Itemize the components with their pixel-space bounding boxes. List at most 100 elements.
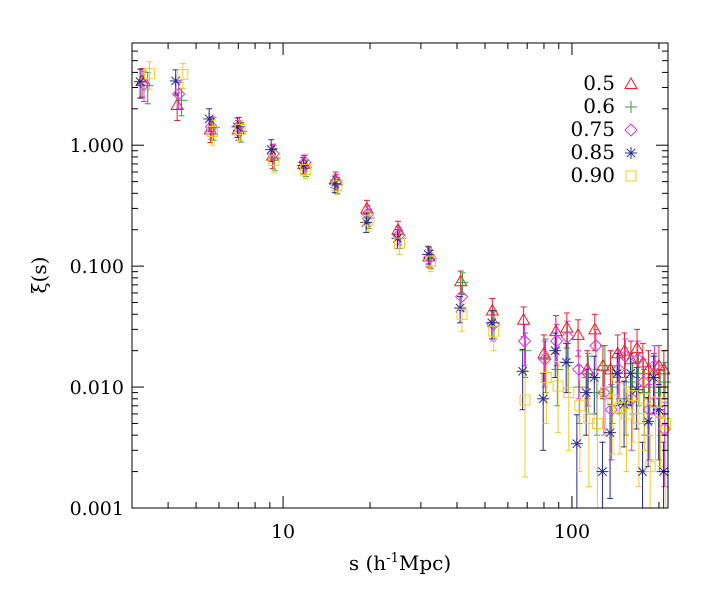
data-point bbox=[560, 330, 575, 344]
data-point bbox=[425, 255, 437, 267]
x-axis-label: s (h-1Mpc) bbox=[349, 551, 451, 575]
data-point bbox=[638, 386, 651, 399]
data-point bbox=[297, 159, 310, 172]
data-point bbox=[581, 366, 595, 380]
data-point bbox=[232, 118, 246, 133]
y-tick-label: 0.010 bbox=[70, 377, 124, 399]
data-point bbox=[362, 214, 374, 226]
data-point bbox=[234, 123, 246, 135]
y-tick-label: 0.100 bbox=[70, 256, 124, 278]
data-point bbox=[268, 154, 280, 166]
data-point bbox=[538, 352, 552, 366]
data-point bbox=[539, 353, 552, 366]
data-point bbox=[643, 381, 656, 394]
data-point bbox=[394, 237, 406, 249]
tick-labels: 10 100 0.001 0.010 0.100 1.000 bbox=[70, 135, 590, 543]
data-point bbox=[519, 394, 531, 406]
data-point bbox=[596, 465, 609, 478]
data-point bbox=[618, 349, 633, 363]
data-point bbox=[624, 367, 637, 380]
data-point bbox=[659, 417, 671, 429]
data-point bbox=[144, 68, 156, 80]
x-tick-label: 100 bbox=[554, 521, 590, 543]
plot-frame bbox=[131, 42, 669, 509]
error-bar bbox=[555, 361, 562, 434]
data-point bbox=[588, 371, 601, 384]
data-point bbox=[537, 392, 550, 405]
data-point bbox=[656, 362, 671, 375]
data-point bbox=[549, 334, 564, 348]
data-point bbox=[456, 308, 468, 320]
data-point bbox=[329, 174, 344, 189]
data-point bbox=[175, 94, 188, 107]
data-point bbox=[203, 112, 216, 125]
y-axis-label: ξ(s) bbox=[27, 257, 51, 294]
legend-marker bbox=[625, 147, 637, 159]
legend-label: 0.85 bbox=[570, 140, 615, 164]
data-point bbox=[636, 355, 650, 368]
data-point bbox=[590, 386, 603, 399]
data-point bbox=[630, 341, 644, 354]
error-bar bbox=[565, 365, 572, 451]
legend-entry: 0.5 bbox=[583, 71, 638, 95]
data-point bbox=[639, 393, 651, 405]
data-point bbox=[644, 461, 656, 473]
data-point bbox=[360, 216, 373, 229]
data-point bbox=[611, 367, 624, 380]
data-point bbox=[617, 343, 632, 356]
data-point bbox=[598, 359, 611, 372]
data-point bbox=[204, 120, 219, 134]
error-bar bbox=[585, 389, 592, 488]
data-point bbox=[392, 228, 406, 242]
data-point bbox=[485, 303, 500, 316]
error-bar bbox=[575, 319, 582, 357]
data-point bbox=[570, 437, 583, 450]
data-point bbox=[134, 75, 147, 88]
data-point bbox=[624, 352, 638, 365]
x-tick-label: 10 bbox=[271, 521, 295, 543]
data-point bbox=[552, 380, 564, 392]
error-bar bbox=[576, 376, 583, 473]
data-point bbox=[517, 334, 532, 348]
data-point bbox=[636, 375, 651, 389]
data-point bbox=[563, 387, 575, 399]
legend-marker bbox=[625, 101, 637, 113]
legend-marker bbox=[624, 123, 638, 137]
axis-ticks bbox=[131, 42, 668, 509]
error-bar bbox=[174, 92, 181, 122]
error-bar bbox=[520, 306, 527, 338]
data-markers bbox=[134, 68, 672, 478]
data-point bbox=[604, 426, 617, 439]
data-point bbox=[171, 87, 186, 101]
data-point bbox=[453, 274, 468, 287]
data-point bbox=[652, 358, 666, 371]
error-bar bbox=[573, 414, 580, 508]
error-bar bbox=[591, 313, 598, 352]
data-point bbox=[170, 97, 185, 110]
data-point bbox=[231, 120, 244, 133]
data-point bbox=[299, 163, 311, 175]
data-point bbox=[627, 390, 639, 402]
data-point bbox=[610, 346, 625, 359]
data-point bbox=[177, 68, 189, 80]
legend-label: 0.75 bbox=[570, 117, 615, 141]
data-point bbox=[485, 316, 498, 329]
data-point bbox=[423, 250, 437, 265]
data-point bbox=[589, 338, 603, 353]
data-point bbox=[456, 276, 469, 289]
data-point bbox=[604, 402, 619, 417]
data-point bbox=[580, 386, 593, 399]
data-point bbox=[596, 358, 610, 371]
data-point bbox=[642, 415, 655, 428]
data-point bbox=[587, 322, 602, 335]
data-point bbox=[422, 248, 435, 261]
data-point bbox=[573, 381, 586, 394]
data-point bbox=[360, 207, 375, 221]
data-point bbox=[516, 365, 529, 378]
error-bar bbox=[600, 368, 607, 436]
data-point bbox=[551, 363, 564, 376]
data-point bbox=[647, 359, 662, 373]
data-point bbox=[298, 155, 312, 170]
data-point bbox=[618, 398, 631, 411]
